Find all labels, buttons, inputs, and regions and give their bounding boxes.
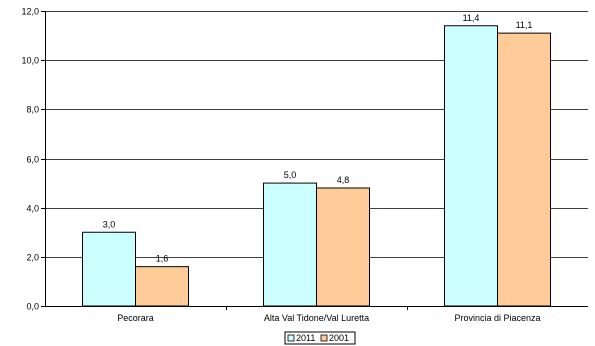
data-label: 4,8 bbox=[337, 175, 350, 185]
data-label: 11,4 bbox=[463, 13, 480, 23]
bar-2011 bbox=[444, 25, 498, 307]
data-label: 11,1 bbox=[516, 20, 533, 30]
legend-label: 2001 bbox=[329, 333, 349, 343]
legend-label: 2011 bbox=[296, 333, 315, 343]
y-tick-label: 8,0 bbox=[26, 105, 39, 115]
bar-2001 bbox=[497, 32, 551, 307]
y-axis-ticks: 0,0 2,0 4,0 6,0 8,0 10,0 12,0 bbox=[21, 7, 45, 312]
data-label: 5,0 bbox=[284, 170, 297, 180]
y-tick-label: 4,0 bbox=[26, 204, 39, 214]
bars bbox=[82, 25, 551, 307]
category-label: Alta Val Tidone/Val Luretta bbox=[264, 313, 369, 323]
legend-box bbox=[284, 331, 356, 345]
bar-2001 bbox=[316, 187, 370, 307]
data-label: 1,6 bbox=[156, 254, 169, 264]
legend-swatch bbox=[320, 334, 328, 342]
legend: 2011 2001 bbox=[284, 331, 356, 345]
y-tick-label: 2,0 bbox=[26, 253, 39, 263]
y-tick-label: 6,0 bbox=[26, 155, 39, 165]
category-label: Provincia di Piacenza bbox=[454, 313, 540, 323]
bar-2011 bbox=[263, 182, 317, 307]
y-tick-label: 10,0 bbox=[21, 56, 39, 66]
bar-2001 bbox=[135, 266, 189, 307]
category-labels: Pecorara Alta Val Tidone/Val Luretta Provi… bbox=[117, 306, 541, 323]
legend-swatch bbox=[287, 334, 295, 342]
y-tick-label: 0,0 bbox=[26, 302, 39, 312]
data-label: 3,0 bbox=[103, 219, 116, 229]
category-label: Pecorara bbox=[117, 313, 154, 323]
data-labels: 3,0 1,6 5,0 4,8 11,4 11,1 bbox=[103, 13, 533, 264]
bar-2011 bbox=[82, 231, 136, 307]
y-tick-label: 12,0 bbox=[21, 7, 39, 17]
